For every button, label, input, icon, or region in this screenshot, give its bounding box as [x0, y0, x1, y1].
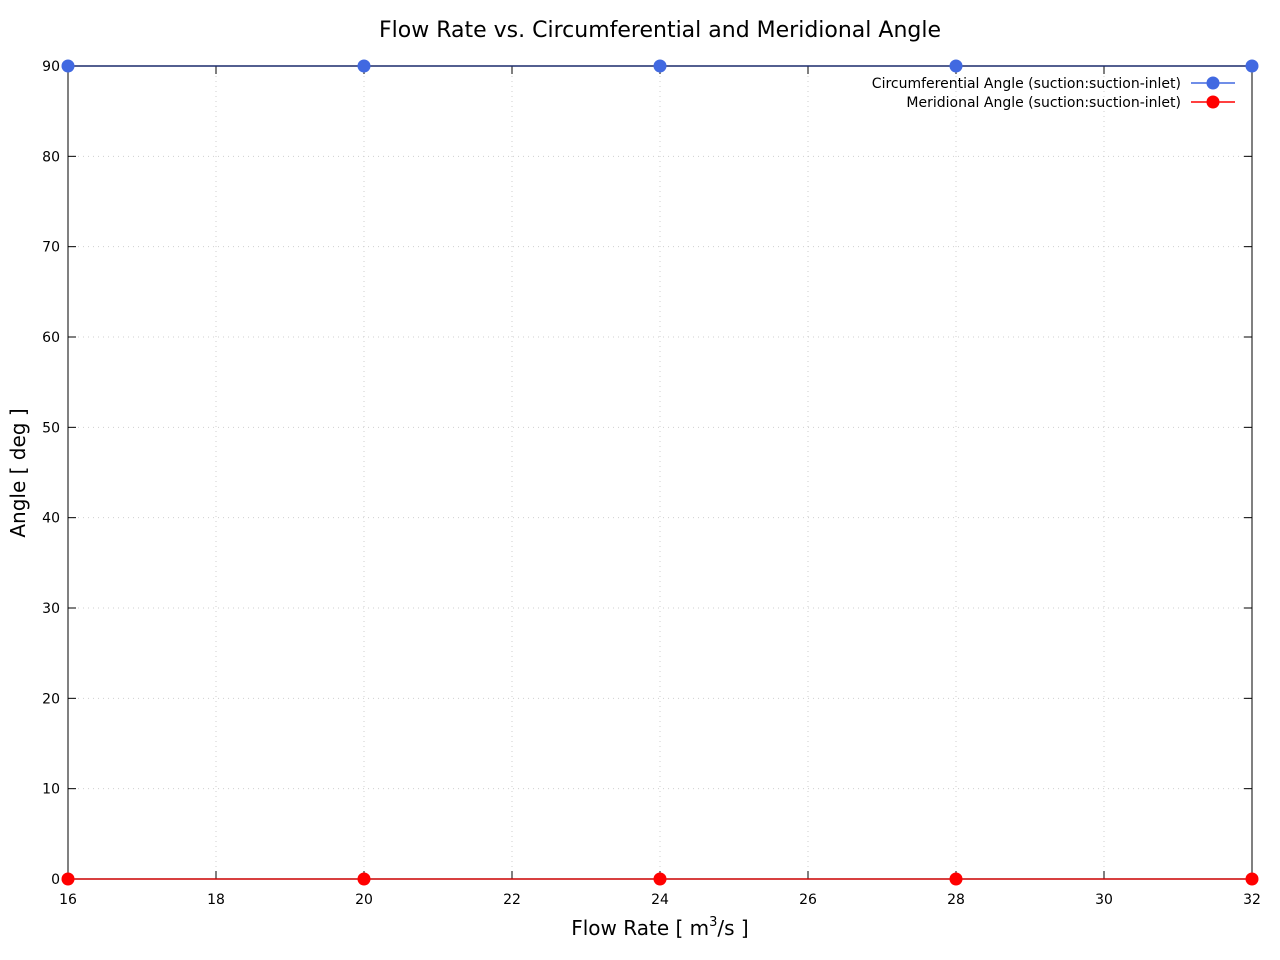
y-tick-label: 70	[42, 240, 60, 256]
series-1	[61, 59, 1259, 73]
series-2	[61, 872, 1259, 886]
legend: Circumferential Angle (suction:suction-i…	[872, 76, 1235, 111]
y-tick-label: 80	[42, 149, 60, 165]
grid	[68, 66, 1252, 879]
legend-marker	[1206, 76, 1220, 90]
data-point	[61, 872, 75, 886]
legend-label: Meridional Angle (suction:suction-inlet)	[906, 95, 1181, 111]
y-tick-label: 40	[42, 511, 60, 527]
legend-item: Meridional Angle (suction:suction-inlet)	[906, 95, 1235, 111]
y-tick-label: 20	[42, 691, 60, 707]
y-tick-label: 50	[42, 420, 60, 436]
x-tick-label: 16	[59, 892, 77, 908]
legend-label: Circumferential Angle (suction:suction-i…	[872, 76, 1181, 92]
y-axis-label: Angle [ deg ]	[6, 408, 30, 537]
x-tick-label: 32	[1243, 892, 1261, 908]
x-axis-label: Flow Rate [ m3/s ]	[571, 915, 748, 940]
x-tick-label: 30	[1095, 892, 1113, 908]
data-point	[357, 59, 371, 73]
chart-title: Flow Rate vs. Circumferential and Meridi…	[379, 18, 941, 43]
data-point	[653, 872, 667, 886]
x-axis-label-suffix: /s ]	[717, 916, 748, 940]
data-point	[949, 872, 963, 886]
y-tick-label: 10	[42, 782, 60, 798]
legend-item: Circumferential Angle (suction:suction-i…	[872, 76, 1235, 92]
legend-marker	[1206, 95, 1220, 109]
x-tick-label: 18	[207, 892, 225, 908]
data-point	[1245, 59, 1259, 73]
x-tick-label: 28	[947, 892, 965, 908]
x-axis-label-superscript: 3	[709, 915, 717, 930]
x-axis-label-prefix: Flow Rate [ m	[571, 916, 709, 940]
data-point	[357, 872, 371, 886]
data-point	[653, 59, 667, 73]
ticks: 16 18 20 22 24 26 28 30 32 0 10 20 30 40 50 60 70 80 90	[42, 59, 1261, 908]
data-point	[61, 59, 75, 73]
y-tick-label: 90	[42, 59, 60, 75]
x-tick-label: 22	[503, 892, 521, 908]
x-tick-label: 26	[799, 892, 817, 908]
series	[61, 59, 1259, 886]
y-tick-label: 0	[51, 872, 60, 888]
x-tick-label: 24	[651, 892, 669, 908]
y-tick-label: 30	[42, 601, 60, 617]
x-tick-label: 20	[355, 892, 373, 908]
data-point	[949, 59, 963, 73]
y-tick-label: 60	[42, 330, 60, 346]
data-point	[1245, 872, 1259, 886]
